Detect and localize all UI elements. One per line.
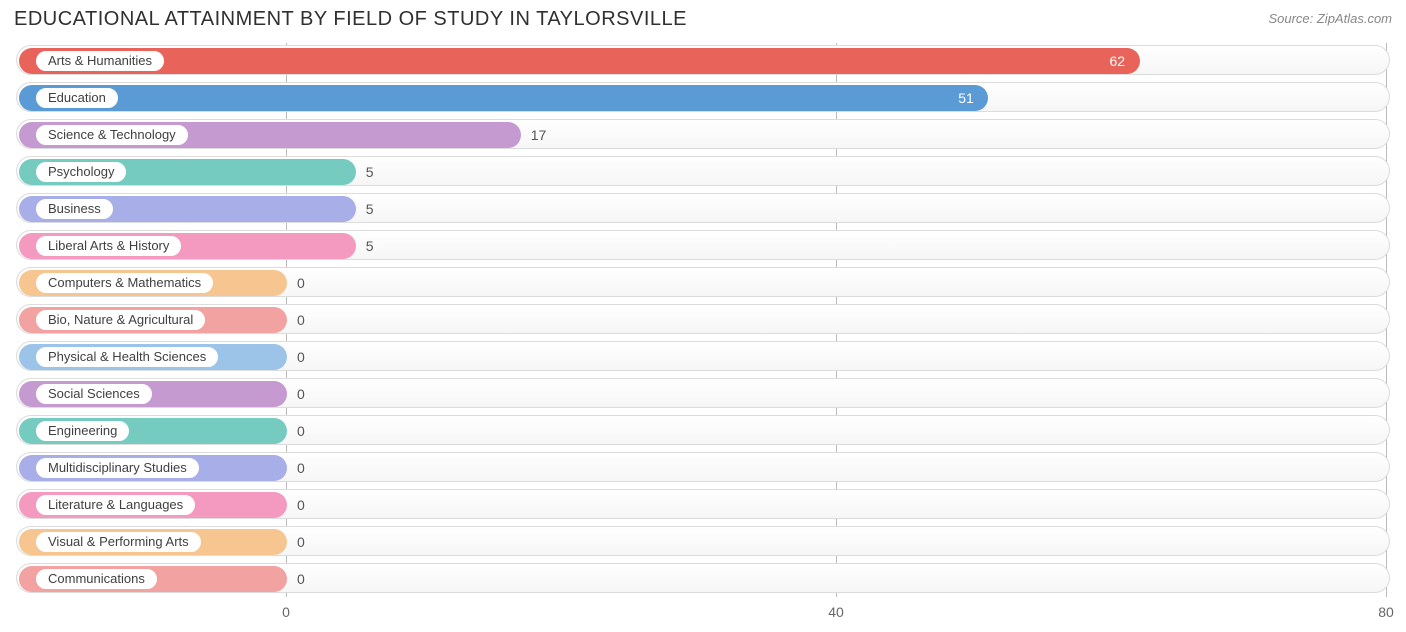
bar-row: Multidisciplinary Studies 0 [16,452,1390,482]
bar-row: Bio, Nature & Agricultural 0 [16,304,1390,334]
bar-value: 0 [297,416,305,446]
bar-value: 17 [531,120,547,150]
chart-title: EDUCATIONAL ATTAINMENT BY FIELD OF STUDY… [14,8,687,31]
category-label: Arts & Humanities [35,50,165,72]
bar-row: Literature & Languages 0 [16,489,1390,519]
chart-area: Arts & Humanities 62 Education 51 Science & … [16,43,1390,597]
bar-row: Engineering 0 [16,415,1390,445]
chart-source: Source: ZipAtlas.com [1268,11,1392,26]
category-label: Bio, Nature & Agricultural [35,309,206,331]
bar-value: 0 [297,490,305,520]
bar-value: 5 [366,231,374,261]
bar-value: 0 [297,564,305,594]
category-label: Physical & Health Sciences [35,346,219,368]
bar-value: 0 [297,453,305,483]
category-label: Multidisciplinary Studies [35,457,200,479]
category-label: Visual & Performing Arts [35,531,202,553]
category-label: Liberal Arts & History [35,235,182,257]
bar-row: Visual & Performing Arts 0 [16,526,1390,556]
bar-row: Education 51 [16,82,1390,112]
bar-value: 0 [297,379,305,409]
category-label: Social Sciences [35,383,153,405]
category-label: Computers & Mathematics [35,272,214,294]
bar-value: 0 [297,305,305,335]
bar-row: Physical & Health Sciences 0 [16,341,1390,371]
bar-row: Psychology 5 [16,156,1390,186]
bar-value: 0 [297,342,305,372]
bar-value: 62 [1110,46,1126,76]
bar-row: Social Sciences 0 [16,378,1390,408]
bar-row: Arts & Humanities 62 [16,45,1390,75]
bar-value: 0 [297,527,305,557]
category-label: Literature & Languages [35,494,196,516]
chart-header: EDUCATIONAL ATTAINMENT BY FIELD OF STUDY… [0,0,1406,35]
category-label: Science & Technology [35,124,189,146]
bar-row: Computers & Mathematics 0 [16,267,1390,297]
bar-value: 5 [366,157,374,187]
bar-value: 0 [297,268,305,298]
category-label: Education [35,87,119,109]
bar-value: 5 [366,194,374,224]
bar-fill [19,85,988,111]
category-label: Psychology [35,161,127,183]
category-label: Communications [35,568,158,590]
bar-row: Science & Technology 17 [16,119,1390,149]
bar-row: Liberal Arts & History 5 [16,230,1390,260]
bar-row: Business 5 [16,193,1390,223]
plot-region: Arts & Humanities 62 Education 51 Science & … [16,43,1390,597]
category-label: Engineering [35,420,130,442]
bar-value: 51 [958,83,974,113]
x-axis-tick-label: 0 [282,604,290,620]
x-axis-tick-label: 80 [1378,604,1394,620]
bar-fill [19,48,1140,74]
bar-row: Communications 0 [16,563,1390,593]
category-label: Business [35,198,114,220]
x-axis-tick-label: 40 [828,604,844,620]
